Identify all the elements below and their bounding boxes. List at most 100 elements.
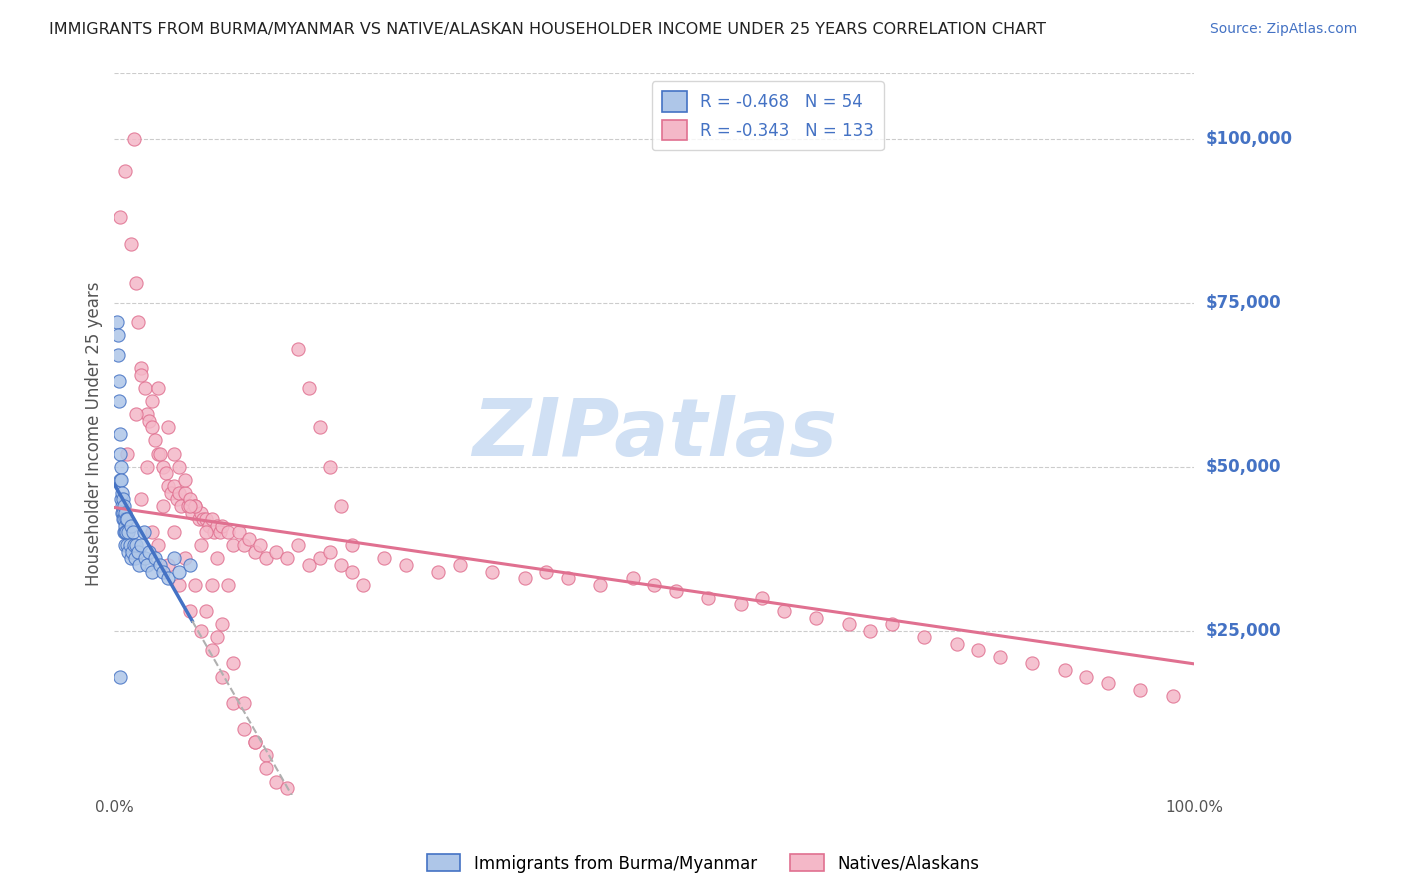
Point xyxy=(238,532,260,546)
Point xyxy=(184,499,207,513)
Point xyxy=(773,604,796,618)
Point xyxy=(427,565,450,579)
Legend: Immigrants from Burma/Myanmar, Natives/Alaskans: Immigrants from Burma/Myanmar, Natives/A… xyxy=(420,847,986,880)
Point xyxy=(127,545,149,559)
Point xyxy=(132,525,155,540)
Point xyxy=(117,545,139,559)
Point xyxy=(138,414,160,428)
Point xyxy=(195,604,218,618)
Point xyxy=(914,630,936,644)
Point xyxy=(249,538,271,552)
Point xyxy=(1076,670,1098,684)
Point xyxy=(166,492,188,507)
Point xyxy=(125,276,148,290)
Point xyxy=(112,512,135,526)
Point xyxy=(211,518,233,533)
Point xyxy=(107,328,129,343)
Point xyxy=(115,512,138,526)
Point xyxy=(111,499,134,513)
Point xyxy=(621,571,644,585)
Point xyxy=(149,558,172,572)
Point xyxy=(1021,657,1043,671)
Point xyxy=(177,499,200,513)
Text: ZIPatlas: ZIPatlas xyxy=(472,395,837,473)
Point xyxy=(108,211,131,225)
Point xyxy=(115,525,138,540)
Point xyxy=(319,459,342,474)
Point xyxy=(697,591,720,605)
Point xyxy=(190,624,212,638)
Point xyxy=(157,420,180,434)
Point xyxy=(184,499,207,513)
Point xyxy=(155,466,177,480)
Point xyxy=(167,486,190,500)
Point xyxy=(167,459,190,474)
Point xyxy=(308,420,330,434)
Point xyxy=(159,486,181,500)
Point xyxy=(205,518,228,533)
Point xyxy=(395,558,418,572)
Point xyxy=(179,558,201,572)
Point xyxy=(141,420,163,434)
Point xyxy=(141,394,163,409)
Point xyxy=(184,578,207,592)
Point xyxy=(112,512,135,526)
Point xyxy=(167,578,190,592)
Point xyxy=(233,538,256,552)
Point xyxy=(114,506,136,520)
Point xyxy=(308,551,330,566)
Point xyxy=(181,506,204,520)
Point xyxy=(222,657,245,671)
Text: $75,000: $75,000 xyxy=(1205,293,1281,311)
Point xyxy=(190,506,212,520)
Point xyxy=(967,643,990,657)
Point xyxy=(163,551,186,566)
Point xyxy=(298,558,321,572)
Point xyxy=(141,565,163,579)
Point xyxy=(643,578,665,592)
Point xyxy=(195,525,218,540)
Point xyxy=(135,459,157,474)
Point xyxy=(201,512,224,526)
Point xyxy=(228,525,250,540)
Point xyxy=(121,545,143,559)
Point xyxy=(287,538,309,552)
Point xyxy=(110,459,132,474)
Point xyxy=(149,446,172,460)
Point xyxy=(179,499,201,513)
Point xyxy=(205,551,228,566)
Legend: R = -0.468   N = 54, R = -0.343   N = 133: R = -0.468 N = 54, R = -0.343 N = 133 xyxy=(651,81,884,151)
Point xyxy=(202,525,225,540)
Point xyxy=(254,761,277,775)
Point xyxy=(131,368,153,382)
Point xyxy=(111,486,134,500)
Point xyxy=(114,538,136,552)
Point xyxy=(211,617,233,632)
Point xyxy=(131,492,153,507)
Point xyxy=(157,558,180,572)
Point xyxy=(536,565,558,579)
Point xyxy=(117,538,139,552)
Point xyxy=(665,584,688,599)
Point xyxy=(233,696,256,710)
Point xyxy=(138,545,160,559)
Point xyxy=(120,236,142,251)
Point xyxy=(124,551,146,566)
Point xyxy=(112,499,135,513)
Point xyxy=(146,446,169,460)
Text: IMMIGRANTS FROM BURMA/MYANMAR VS NATIVE/ALASKAN HOUSEHOLDER INCOME UNDER 25 YEAR: IMMIGRANTS FROM BURMA/MYANMAR VS NATIVE/… xyxy=(49,22,1046,37)
Point xyxy=(146,538,169,552)
Point xyxy=(187,512,209,526)
Point xyxy=(211,670,233,684)
Point xyxy=(107,394,129,409)
Point xyxy=(195,512,218,526)
Point xyxy=(134,381,156,395)
Point xyxy=(146,381,169,395)
Point xyxy=(217,578,239,592)
Point xyxy=(120,518,142,533)
Point xyxy=(589,578,612,592)
Point xyxy=(114,164,136,178)
Point xyxy=(1053,663,1076,677)
Y-axis label: Householder Income Under 25 years: Householder Income Under 25 years xyxy=(86,282,103,586)
Point xyxy=(131,538,153,552)
